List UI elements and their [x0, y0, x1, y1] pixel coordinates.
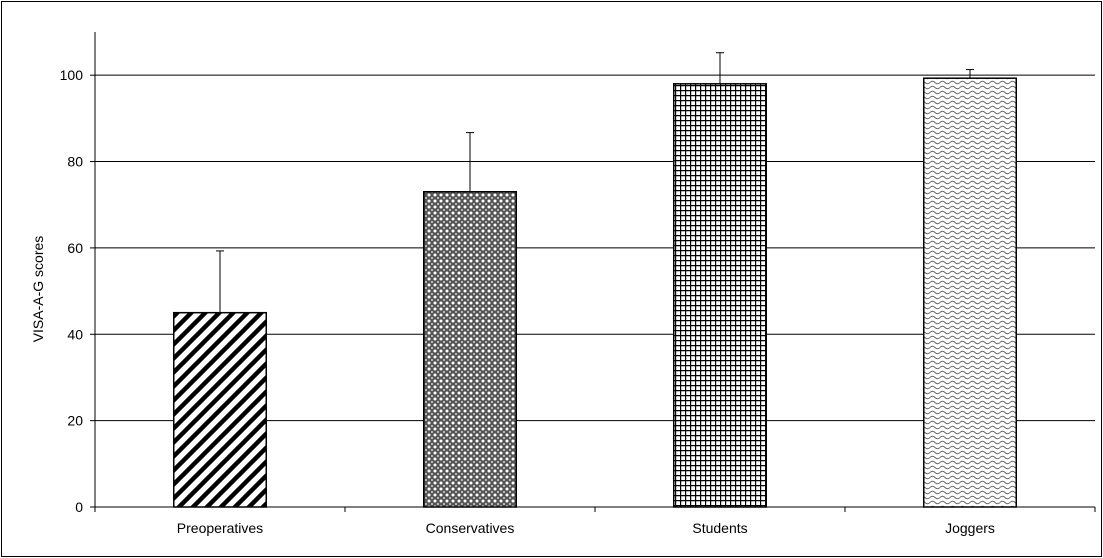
y-tick-label: 20 [67, 413, 83, 429]
y-axis-title: VISA-A-G scores [30, 236, 46, 343]
bar-conservatives [423, 191, 517, 508]
labels: 0 20 40 60 80 100 Preoperatives Conservatives St… [60, 67, 995, 536]
x-category-label: Students [692, 520, 747, 536]
x-category-label: Preoperatives [177, 520, 263, 536]
y-tick-label: 100 [60, 67, 84, 83]
x-category-label: Joggers [945, 520, 995, 536]
bar-students [673, 83, 767, 508]
y-tick-label: 40 [67, 326, 83, 342]
y-tick-label: 0 [75, 499, 83, 515]
axes [90, 32, 1096, 512]
bar-preoperatives [173, 311, 267, 508]
y-tick-label: 60 [67, 240, 83, 256]
bar-joggers [923, 77, 1017, 508]
y-tick-label: 80 [67, 154, 83, 170]
x-category-label: Conservatives [426, 520, 515, 536]
bars [173, 52, 1017, 508]
